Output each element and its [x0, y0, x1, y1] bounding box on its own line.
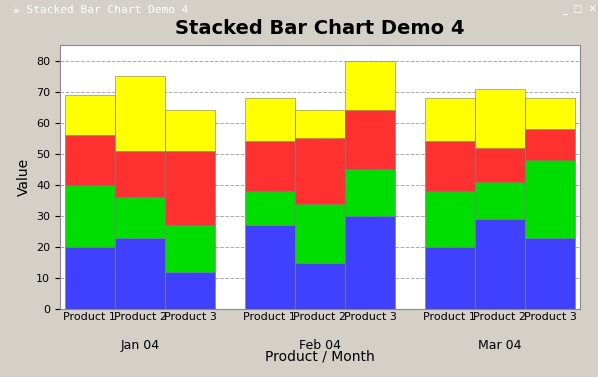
Bar: [245, 98, 295, 141]
Text: Mar 04: Mar 04: [478, 339, 521, 352]
Bar: [425, 98, 475, 141]
Bar: [295, 110, 345, 138]
Bar: [475, 148, 525, 182]
Text: ☕ Stacked Bar Chart Demo 4: ☕ Stacked Bar Chart Demo 4: [13, 5, 188, 15]
Bar: [425, 141, 475, 191]
Bar: [65, 135, 115, 185]
Bar: [245, 225, 295, 309]
Bar: [65, 95, 115, 135]
Bar: [165, 225, 215, 272]
Y-axis label: Value: Value: [16, 158, 30, 196]
Title: Stacked Bar Chart Demo 4: Stacked Bar Chart Demo 4: [175, 19, 465, 38]
Bar: [345, 169, 395, 216]
Bar: [245, 141, 295, 191]
Text: Feb 04: Feb 04: [299, 339, 341, 352]
Bar: [345, 61, 395, 110]
Bar: [65, 185, 115, 247]
Bar: [115, 151, 165, 198]
Bar: [425, 191, 475, 247]
Bar: [475, 219, 525, 309]
Bar: [475, 182, 525, 219]
Bar: [115, 198, 165, 238]
Bar: [295, 262, 345, 309]
X-axis label: Product / Month: Product / Month: [265, 350, 375, 364]
Bar: [525, 98, 575, 129]
Bar: [65, 247, 115, 309]
Bar: [525, 160, 575, 238]
Bar: [115, 238, 165, 309]
Bar: [295, 204, 345, 262]
Bar: [425, 247, 475, 309]
Bar: [245, 191, 295, 225]
Text: _  □  ✕: _ □ ✕: [562, 5, 597, 15]
Bar: [345, 216, 395, 309]
Bar: [165, 110, 215, 151]
Bar: [165, 272, 215, 309]
Bar: [345, 110, 395, 169]
Bar: [475, 89, 525, 148]
Bar: [525, 238, 575, 309]
Bar: [295, 138, 345, 204]
Bar: [115, 76, 165, 151]
Bar: [525, 129, 575, 160]
Text: Jan 04: Jan 04: [120, 339, 160, 352]
Bar: [165, 151, 215, 225]
